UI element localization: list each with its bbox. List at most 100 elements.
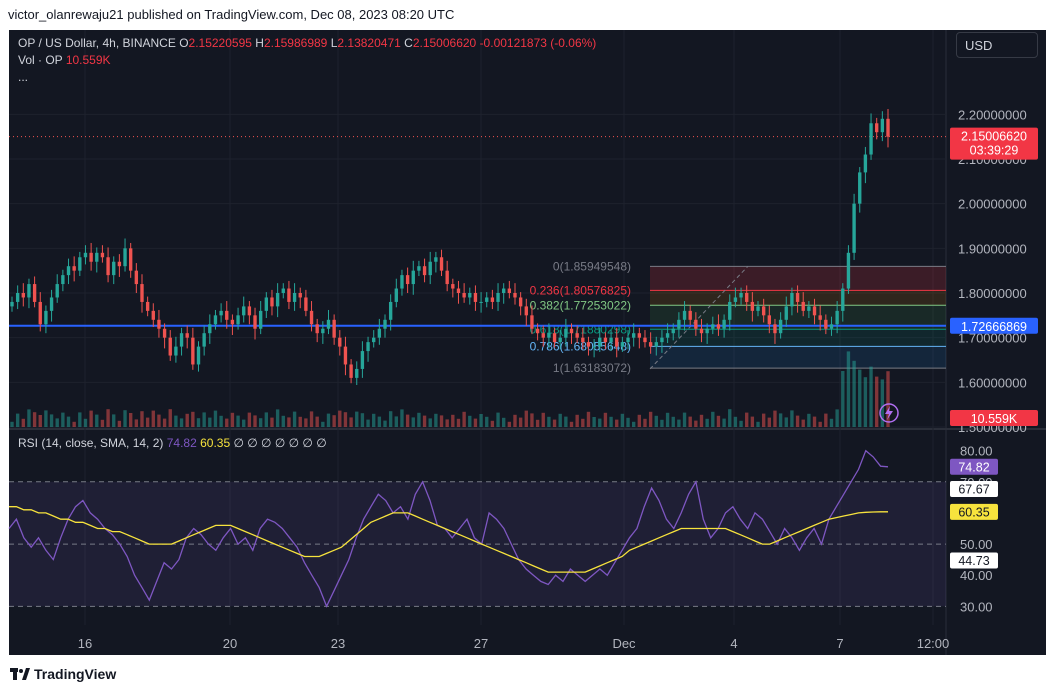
rsi-indicator-name[interactable]: RSI (14, close, SMA, 14, 2) (18, 436, 164, 450)
rsi-sma-tag: 60.35 (958, 505, 989, 519)
close-value: 2.15006620 (412, 36, 477, 50)
volume-bar (179, 418, 184, 427)
volume-bar (417, 412, 421, 427)
time-tick-label: 12:00 (917, 636, 950, 651)
volume-bar (790, 410, 794, 427)
volume-bar (32, 412, 37, 427)
volume-bar (95, 414, 99, 427)
volume-bar (128, 413, 133, 427)
volume-bar (682, 412, 687, 427)
tradingview-brand[interactable]: TradingView (34, 666, 117, 682)
candle-body (106, 257, 110, 276)
symbol-name[interactable]: OP / US Dollar, 4h, BINANCE (18, 36, 176, 50)
volume-bar (643, 418, 647, 427)
candle-body (552, 333, 557, 343)
volume-bar (230, 412, 235, 427)
volume-bar (196, 418, 201, 427)
volume-bar (422, 415, 427, 427)
candle-body (790, 293, 794, 307)
volume-bar (264, 412, 269, 427)
volume-bar (490, 420, 495, 427)
candle-body (631, 333, 636, 338)
volume-bar (535, 419, 540, 427)
volume-bar (366, 419, 370, 427)
symbol-legend: OP / US Dollar, 4h, BINANCE O2.15220595 … (18, 35, 596, 86)
volume-bar (383, 420, 387, 427)
candle-body (394, 288, 398, 302)
volume-bar (151, 410, 155, 427)
volume-bar (615, 419, 619, 427)
last-price-tag: 2.15006620 (961, 130, 1027, 144)
hline-price-tag: 1.72666869 (961, 320, 1027, 334)
more-indicators[interactable]: ... (18, 70, 29, 84)
candle-body (807, 306, 811, 311)
candle-body (185, 333, 189, 338)
candle-body (275, 293, 280, 307)
volume-bar (287, 417, 291, 427)
volume-bar (89, 410, 93, 427)
candle-body (417, 266, 421, 271)
volume-bar (875, 376, 879, 427)
candle-body (530, 315, 534, 329)
open-value: 2.15220595 (188, 36, 252, 50)
candle-body (502, 288, 506, 293)
candle-body (705, 328, 709, 334)
last-price-tag-bg (950, 127, 1038, 160)
candle-body (315, 324, 319, 334)
volume-bar (829, 418, 834, 427)
high-label: H (255, 36, 264, 50)
candle-body (281, 288, 285, 293)
currency-button[interactable]: USD (956, 32, 1038, 58)
volume-bar (343, 412, 348, 427)
candle-body (78, 257, 82, 271)
candle-body (89, 252, 93, 262)
candle-body (682, 310, 687, 320)
volume-bar (671, 416, 675, 427)
volume-bar (174, 415, 178, 427)
volume-bar (117, 420, 122, 427)
fib-label-0.236: 0.236(1.80576825) (530, 283, 631, 297)
candle-body (15, 293, 20, 302)
candle-body (479, 301, 483, 303)
candle-body (722, 319, 726, 329)
volume-bar (711, 411, 715, 427)
volume-bar (586, 411, 591, 427)
candle-body (140, 284, 144, 302)
volume-bar (388, 411, 393, 427)
volume-bar (10, 421, 14, 427)
volume-bar (462, 411, 466, 427)
volume-bar (157, 414, 161, 427)
candle-body (445, 270, 449, 285)
header-bar: victor_olanrewaju21 published on Trading… (0, 0, 1054, 30)
candle-body (665, 333, 670, 338)
candle-body (677, 319, 681, 329)
volume-bar (761, 413, 766, 427)
candle-body (422, 266, 427, 276)
candle-body (750, 301, 755, 311)
candle-body (592, 346, 596, 348)
volume-bar (852, 360, 856, 427)
time-tick-label: 23 (331, 636, 345, 651)
candle-body (100, 252, 105, 258)
candle-body (434, 257, 438, 262)
candle-body (360, 351, 365, 369)
open-label: O (179, 36, 189, 50)
volume-bar (168, 409, 172, 427)
volume-bar (581, 418, 585, 427)
volume-bar (66, 416, 71, 427)
volume-tag-bg (950, 410, 1038, 426)
rsi-sma-line (9, 506, 888, 573)
volume-bar (49, 414, 54, 427)
rsi-sma-value: 60.35 (200, 436, 231, 450)
candle-body (428, 261, 432, 276)
volume-label[interactable]: Vol · OP (18, 53, 63, 67)
candle-body (242, 306, 246, 316)
candle-body (812, 306, 817, 316)
volume-bar (140, 411, 144, 427)
candle-body (230, 319, 235, 325)
candle-body (38, 301, 42, 325)
candle-body (473, 293, 478, 302)
low-label: L (330, 36, 338, 50)
candle-body (880, 118, 885, 133)
